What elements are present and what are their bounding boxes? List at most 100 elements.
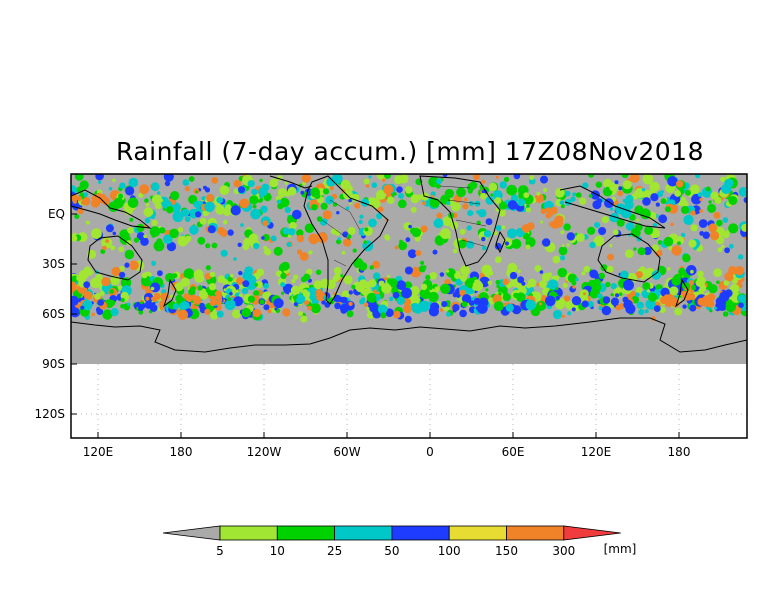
rain-cell bbox=[671, 276, 681, 286]
rain-cell bbox=[289, 292, 293, 296]
rain-cell bbox=[109, 299, 116, 306]
rain-cell bbox=[236, 277, 244, 285]
rain-cell bbox=[596, 198, 603, 204]
rain-cell bbox=[718, 303, 726, 311]
rain-cell bbox=[695, 174, 701, 179]
rain-cell bbox=[230, 205, 241, 216]
rain-cell bbox=[466, 225, 472, 231]
rain-cell bbox=[273, 298, 284, 309]
rain-cell bbox=[120, 291, 129, 300]
rain-cell bbox=[368, 175, 372, 179]
rain-cell bbox=[652, 222, 657, 228]
rain-cell bbox=[413, 304, 423, 314]
rain-cell bbox=[559, 200, 565, 205]
rain-cell bbox=[359, 214, 364, 219]
rain-cell bbox=[220, 190, 225, 195]
rain-cell bbox=[490, 193, 494, 197]
rain-cell bbox=[702, 231, 710, 239]
rain-cell bbox=[682, 253, 691, 263]
rain-cell bbox=[460, 265, 470, 276]
rain-cell bbox=[404, 266, 413, 275]
rain-cell bbox=[609, 243, 613, 248]
rain-cell bbox=[310, 303, 321, 314]
rain-cell bbox=[118, 193, 124, 199]
rain-cell bbox=[625, 303, 636, 314]
rain-cell bbox=[705, 186, 711, 192]
rain-cell bbox=[576, 233, 585, 242]
rain-cell bbox=[431, 194, 435, 198]
rain-cell bbox=[618, 186, 623, 191]
rain-cell bbox=[480, 192, 487, 200]
rain-cell bbox=[677, 241, 681, 246]
rain-cell bbox=[113, 197, 124, 209]
rain-cell bbox=[688, 239, 697, 248]
rain-cell bbox=[181, 208, 190, 217]
rain-cell bbox=[119, 229, 130, 240]
rain-cell bbox=[517, 276, 525, 284]
rain-cell bbox=[502, 278, 510, 286]
rain-cell bbox=[369, 303, 379, 313]
rain-cell-heavy bbox=[210, 295, 215, 300]
rain-cell bbox=[273, 246, 283, 256]
rain-cell bbox=[91, 312, 96, 317]
rain-cell bbox=[698, 219, 708, 228]
rain-cell bbox=[336, 211, 340, 215]
rain-cell bbox=[680, 232, 686, 238]
rain-cell bbox=[612, 229, 619, 236]
rain-cell bbox=[493, 231, 498, 236]
rain-cell bbox=[564, 190, 571, 197]
rain-cell bbox=[83, 192, 89, 197]
rain-cell bbox=[322, 210, 332, 220]
rain-cell bbox=[348, 198, 352, 203]
rain-cell bbox=[558, 246, 568, 256]
rain-cell-heavy bbox=[659, 296, 668, 305]
rain-cell bbox=[575, 277, 579, 282]
rain-cell bbox=[642, 174, 654, 185]
rain-cell bbox=[543, 188, 548, 193]
rain-cell bbox=[289, 221, 297, 230]
rain-cell bbox=[555, 275, 560, 280]
rain-cell bbox=[151, 194, 163, 205]
rain-cell bbox=[117, 285, 123, 290]
rain-cell bbox=[348, 301, 353, 306]
rain-cell bbox=[667, 185, 674, 192]
rain-cell-heavy bbox=[82, 198, 90, 206]
rain-cell bbox=[651, 270, 661, 280]
rain-cell bbox=[479, 184, 485, 190]
rain-cell bbox=[376, 212, 383, 220]
rain-cell bbox=[195, 211, 202, 218]
rain-cell bbox=[384, 235, 391, 241]
rain-cell bbox=[552, 309, 563, 320]
rain-cell bbox=[529, 175, 535, 181]
rain-cell bbox=[708, 200, 712, 204]
rain-cell bbox=[422, 265, 427, 270]
rain-cell bbox=[713, 211, 721, 219]
rain-cell bbox=[280, 272, 287, 280]
country-borders bbox=[321, 185, 487, 267]
rain-cell bbox=[358, 219, 363, 225]
australia-coast-left bbox=[87, 235, 143, 281]
rain-cell bbox=[377, 206, 384, 213]
rain-cell bbox=[302, 289, 308, 295]
rain-cell bbox=[721, 183, 732, 194]
rain-cell bbox=[472, 284, 479, 291]
rain-cell bbox=[609, 207, 614, 211]
rain-cell bbox=[150, 286, 155, 291]
rain-cell bbox=[239, 198, 250, 209]
rain-cell bbox=[583, 292, 586, 296]
rain-cell bbox=[263, 245, 268, 250]
rain-cell bbox=[664, 206, 671, 213]
rain-cell bbox=[234, 292, 241, 298]
rain-cell bbox=[125, 186, 135, 196]
colorbar-label: 10 bbox=[270, 544, 285, 558]
rain-cell bbox=[199, 217, 207, 225]
rain-cell bbox=[588, 174, 595, 178]
rain-cell bbox=[254, 283, 258, 287]
rain-cell bbox=[621, 174, 629, 179]
rain-cell bbox=[298, 311, 304, 317]
rain-cell bbox=[259, 299, 265, 305]
rain-cell bbox=[410, 227, 417, 235]
rain-cell bbox=[91, 228, 102, 240]
rain-cell bbox=[616, 218, 625, 227]
rain-cell bbox=[462, 203, 469, 210]
